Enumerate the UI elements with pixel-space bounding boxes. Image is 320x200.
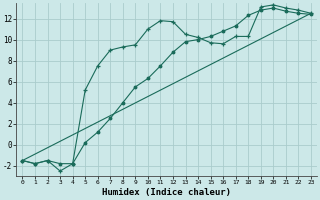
X-axis label: Humidex (Indice chaleur): Humidex (Indice chaleur)	[102, 188, 231, 197]
